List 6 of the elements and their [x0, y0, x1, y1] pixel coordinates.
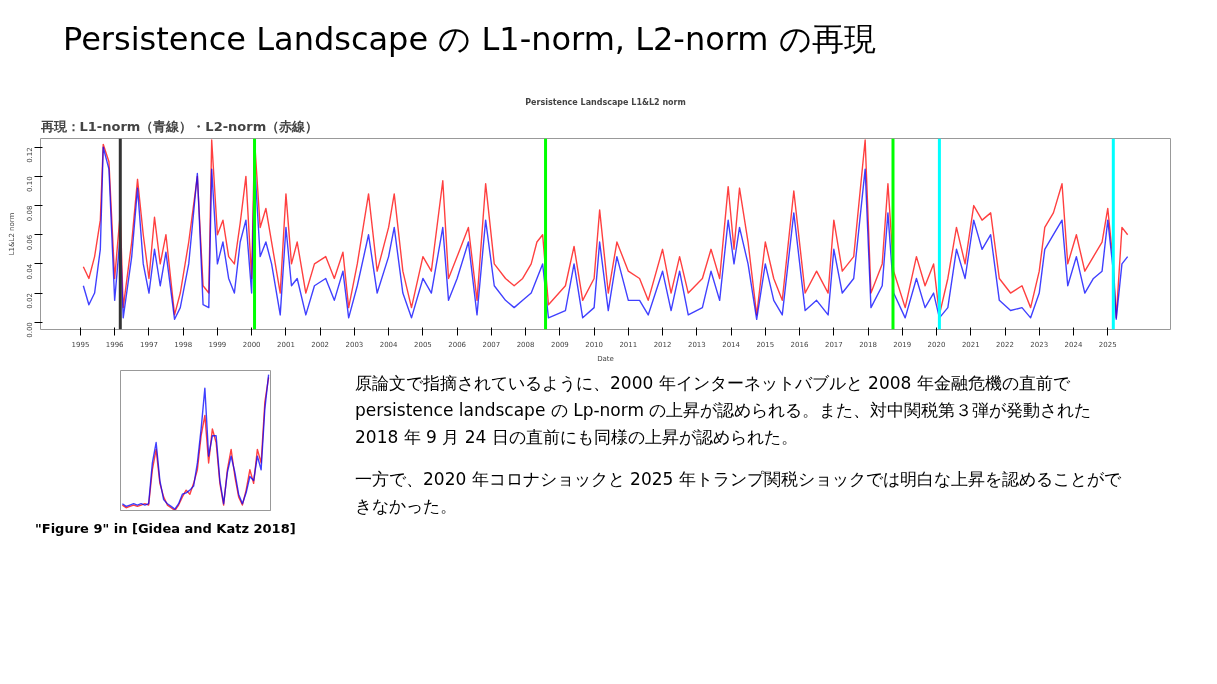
chart-subtitle: 再現：L1-norm（青線）・L2-norm（赤線）: [39, 118, 319, 134]
text: 原論文で指摘されているように、2000 年インターネットバブルと 2008 年金融危機の直前で persistence landscape の Lp-norm の上昇が認められる。また、対中関税第３弾が発動された 2018 年 9 月 24 日の直前にも同様の上昇が認められた。: [355, 372, 1093, 450]
text: "Figure 9" in [Gidea and Katz 2018]: [35, 520, 296, 538]
chart-title: Persistence Landscape L1&L2 norm: [525, 97, 686, 107]
text: Persistence Landscape の L1-norm, L2-norm の再現: [62, 19, 876, 60]
text: 一方で、2020 年コロナショックと 2025 年トランプ関税ショックでは明白な上昇を認めることができなかった。: [355, 467, 1122, 518]
